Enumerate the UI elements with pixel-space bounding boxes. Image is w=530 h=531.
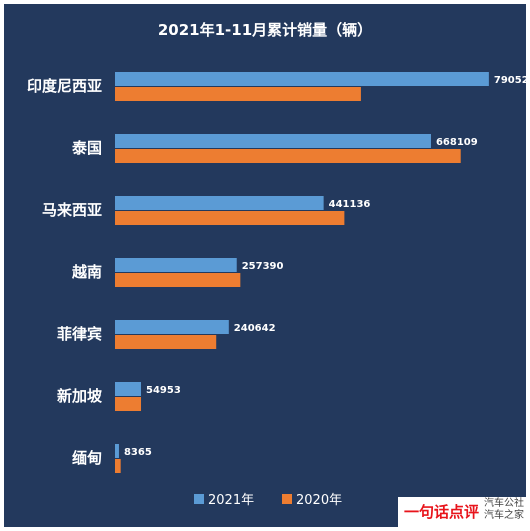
category-label: 新加坡 [57,387,102,405]
bar-2021 [115,382,141,396]
data-labels-layer: 790524 668109 441136 257390 240642 54953 8365 [124,75,526,458]
legend-swatch-2020 [282,494,292,504]
data-label: 668109 [436,137,478,148]
watermark-brand-line1: 汽车公社 [484,498,524,509]
bar-2020 [115,149,461,163]
category-label: 泰国 [71,139,102,157]
category-label: 印度尼西亚 [27,77,102,95]
chart-title: 2021年1-11月累计销量（辆） [158,21,372,39]
legend-label-2021: 2021年 [208,493,254,508]
watermark-brand-line2: 汽车之家 [484,510,524,521]
category-label: 缅甸 [72,449,102,467]
data-label: 790524 [494,75,526,86]
data-label: 240642 [234,323,276,334]
legend-label-2020: 2020年 [296,493,342,508]
bars-layer [115,72,489,473]
bar-2021 [115,320,229,334]
bar-2020 [115,211,345,225]
category-label: 菲律宾 [57,325,102,343]
category-label: 马来西亚 [42,201,102,219]
data-label: 257390 [242,261,284,272]
bar-2021 [115,134,431,148]
chart: 2021年1-11月累计销量（辆） 印度尼西亚泰国马来西亚越南菲律宾新加坡缅甸 … [27,21,526,508]
legend: 2021年 2020年 [194,493,342,508]
bar-2020 [115,459,121,473]
bar-2021 [115,258,237,272]
bar-2021 [115,444,119,458]
watermark: 一句话点评 汽车公社 汽车之家 [398,497,526,527]
data-label: 54953 [146,385,181,396]
category-label: 越南 [71,263,102,281]
watermark-brand: 汽车公社 汽车之家 [484,498,524,522]
bar-2020 [115,87,361,101]
bar-2021 [115,196,324,210]
bar-2020 [115,397,142,411]
watermark-slogan: 一句话点评 [404,503,480,521]
legend-swatch-2021 [194,494,204,504]
bar-2021 [115,72,489,86]
bar-2020 [115,335,217,349]
data-label: 441136 [329,199,371,210]
bar-2020 [115,273,241,287]
data-label: 8365 [124,447,152,458]
